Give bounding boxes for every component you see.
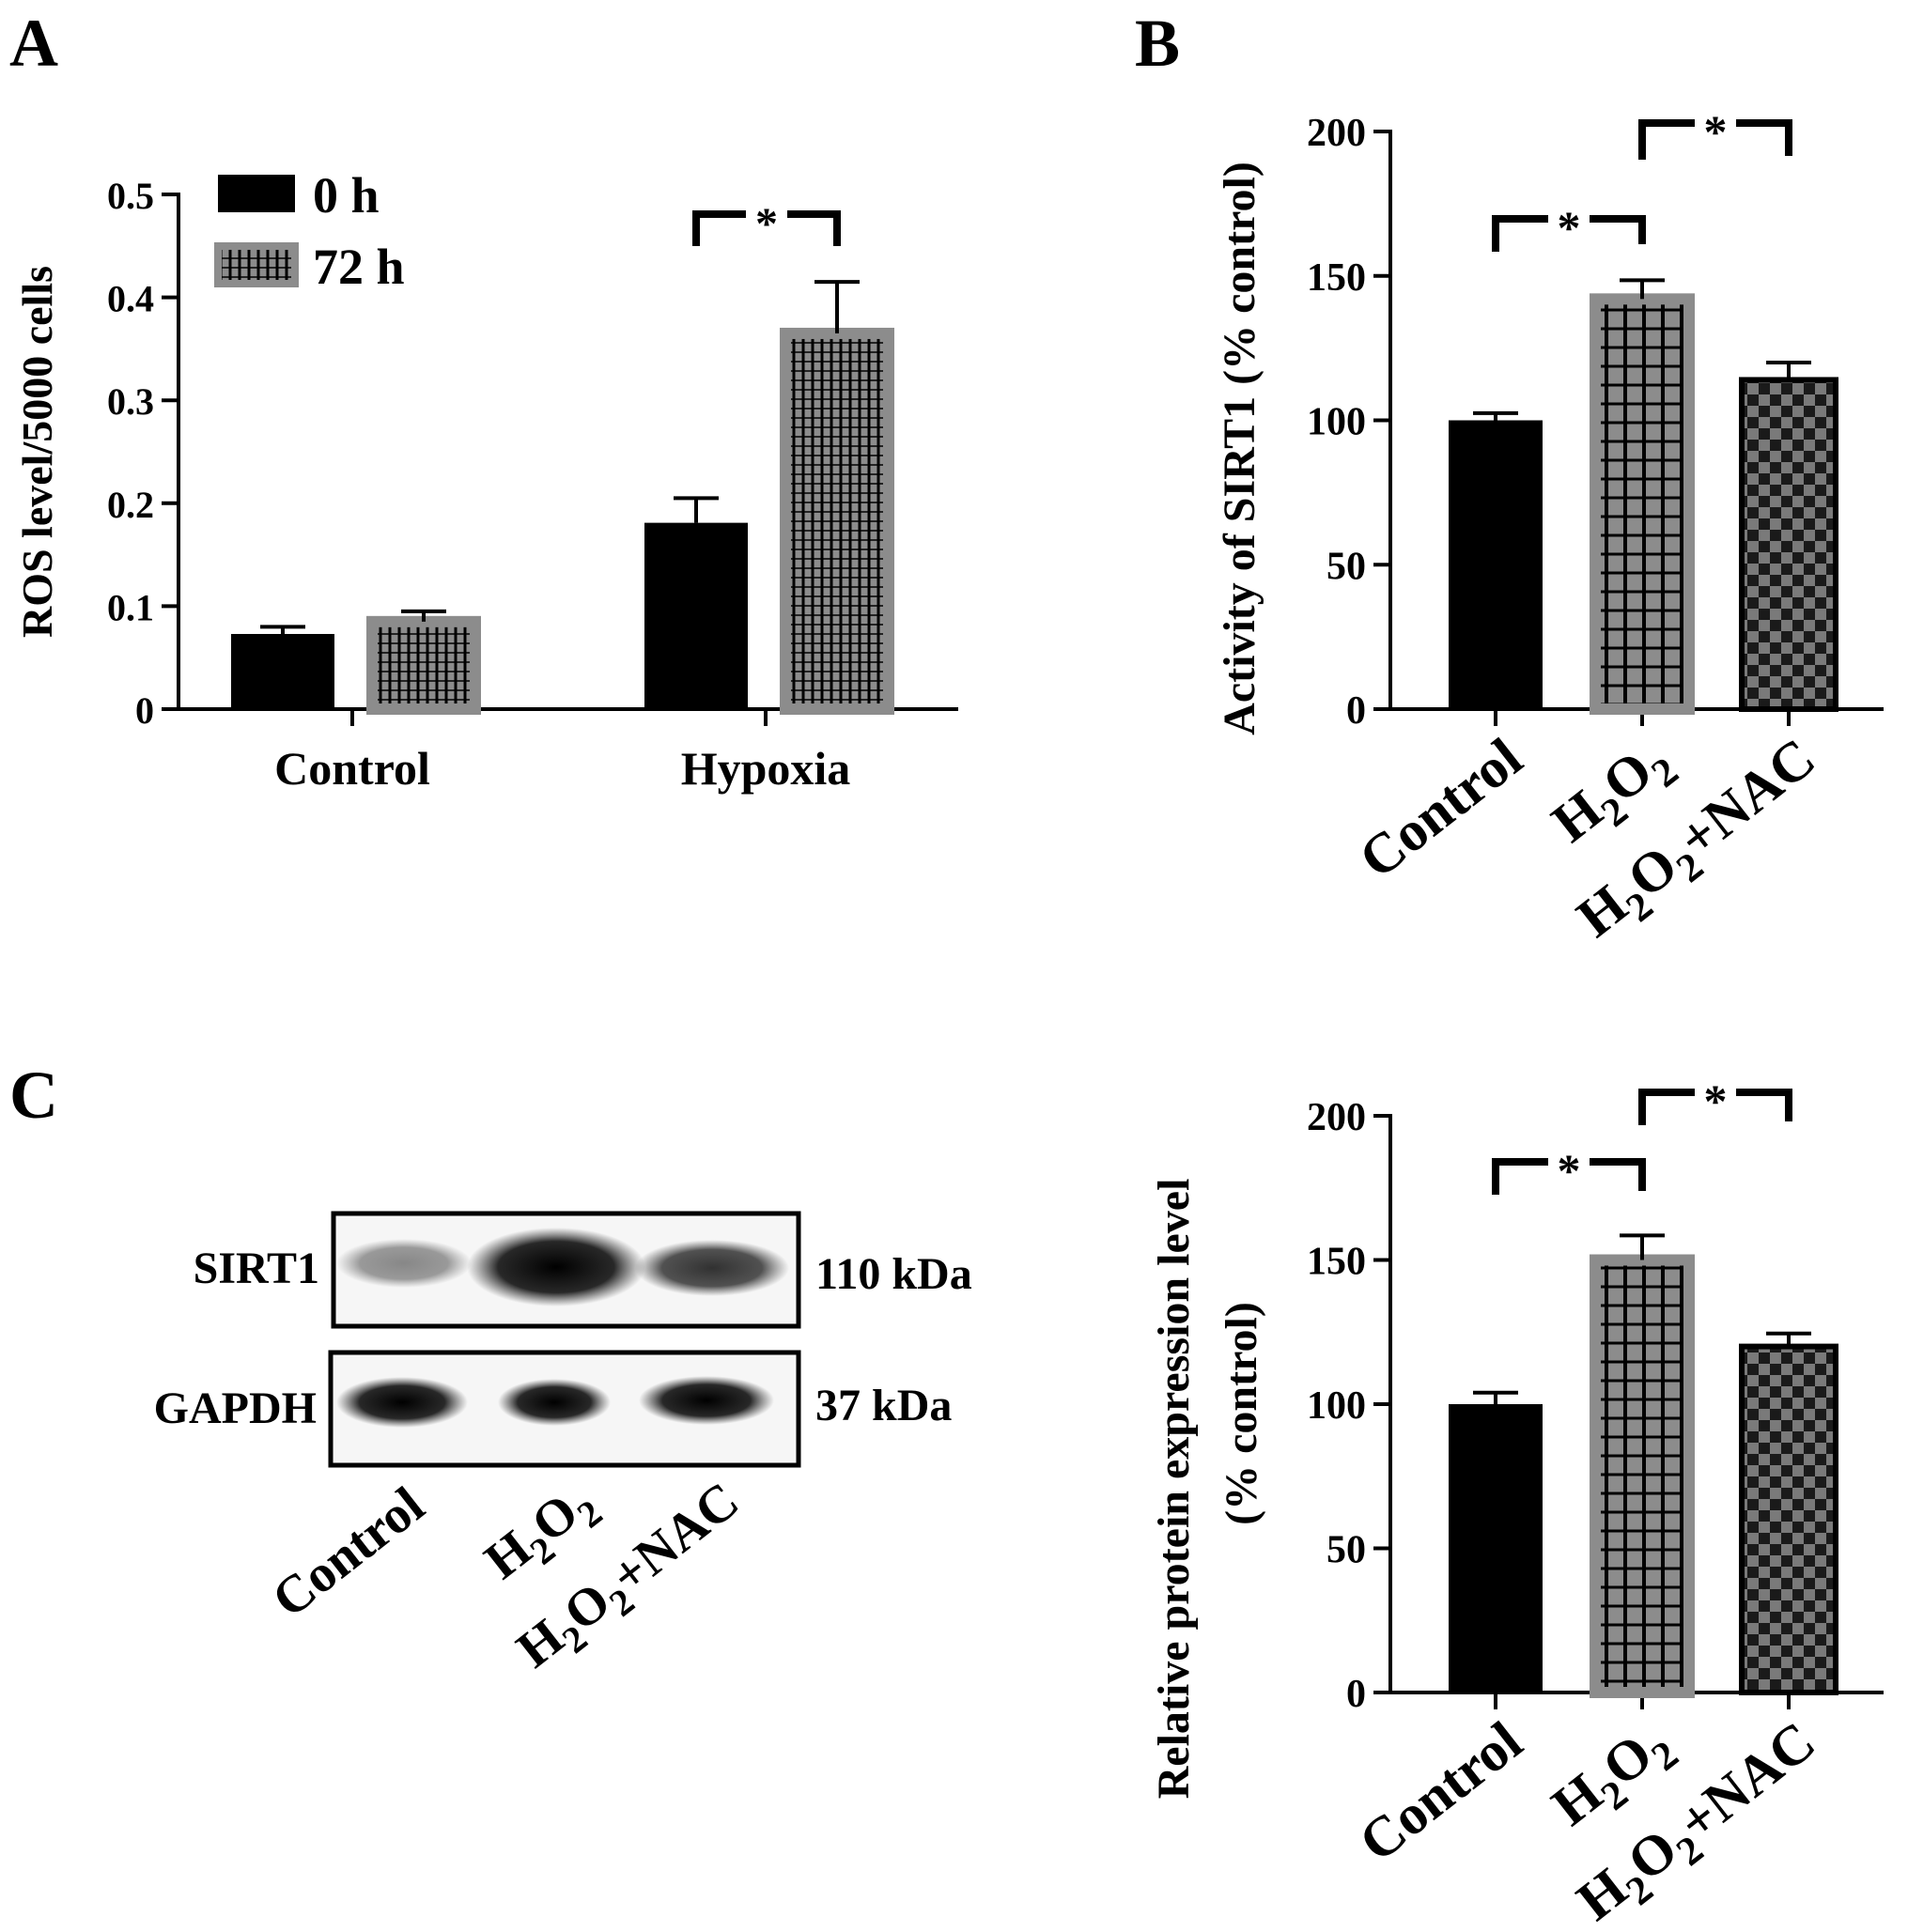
bar-hypoxia-72-h (780, 327, 894, 715)
western-blot: SIRT1 GAPDH 110 kDa 37 kDa Control H2O2 … (154, 1211, 972, 1687)
band-sirt1-control (336, 1239, 472, 1288)
bar-control-0-h (231, 633, 334, 709)
significance-b-control-vs-h2o2-right (1590, 215, 1646, 244)
x-tick-label-hypoxia: Hypoxia (681, 742, 851, 795)
legend-swatch-72-h (214, 242, 299, 287)
significance-c-control-vs-h2o2-left (1492, 1158, 1548, 1195)
bar-control-72-h (366, 615, 481, 716)
significance-c-control-vs-h2o2-right (1590, 1158, 1646, 1191)
band-gapdh-h2o2-nac (639, 1376, 774, 1425)
chart-a: 0 0.1 0.2 0.3 0.4 0.5 ROS level/5000 cells Cont… (13, 167, 958, 795)
y-tick-label-A: 0.1 (107, 586, 154, 628)
significance-b-control-vs-h2o2-left (1492, 215, 1548, 252)
significance-b-control-vs-h2o2-star: * (1558, 201, 1581, 254)
y-tick-label-B: 50 (1326, 545, 1366, 588)
band-gapdh-h2o2 (498, 1379, 611, 1426)
significance-b-h2o2-vs-nac-right (1736, 119, 1792, 156)
x-tick-label-control: Control (274, 742, 430, 795)
x-tick-label-b-h2o2: H2O2 (1541, 726, 1686, 862)
y-tick-label-C: 200 (1307, 1096, 1366, 1139)
y-tick-label-C: 100 (1307, 1384, 1366, 1428)
y-tick-label-A: 0.2 (107, 484, 154, 526)
significance-a-right (787, 210, 841, 246)
panel-letter-c: C (9, 1058, 58, 1133)
bar-b-control (1449, 420, 1543, 709)
bar-b-h2o2 (1590, 293, 1695, 715)
legend-label-0-h: 0 h (313, 167, 380, 224)
band-sirt1-h2o2 (467, 1228, 645, 1306)
y-tick-label-B: 100 (1307, 401, 1366, 444)
legend-swatch-0-h (218, 175, 295, 212)
bar-b-h2o2-nac (1739, 377, 1838, 712)
significance-c-h2o2-vs-nac-left (1638, 1089, 1695, 1125)
significance-b-h2o2-vs-nac-left (1638, 119, 1695, 160)
panel-letter-a: A (9, 6, 58, 81)
y-tick-label-C: 0 (1346, 1673, 1366, 1716)
blot-label-sirt1: SIRT1 (194, 1244, 319, 1293)
x-tick-label-c-h2o2: H2O2 (1541, 1709, 1686, 1846)
y-axis-label-b: Activity of SIRT1 (% control) (1215, 162, 1264, 735)
blot-size-gapdh: 37 kDa (815, 1381, 952, 1430)
legend-label-72-h: 72 h (313, 239, 405, 295)
x-tick-label-c-control: Control (1348, 1709, 1533, 1873)
y-tick-label-B: 150 (1307, 256, 1366, 300)
y-tick-label-B: 0 (1346, 689, 1366, 733)
blot-lane-control: Control (262, 1476, 435, 1629)
band-gapdh-control (336, 1377, 468, 1428)
y-tick-label-B: 200 (1307, 112, 1366, 155)
significance-c-control-vs-h2o2-star: * (1558, 1144, 1581, 1197)
significance-c-h2o2-vs-nac-star: * (1704, 1074, 1728, 1127)
y-tick-label-A: 0 (135, 689, 154, 732)
significance-c-h2o2-vs-nac-right (1736, 1089, 1792, 1121)
blot-label-gapdh: GAPDH (154, 1383, 317, 1433)
bar-c-h2o2 (1590, 1254, 1695, 1698)
bar-hypoxia-0-h (644, 522, 748, 709)
x-tick-label-b-control: Control (1348, 726, 1533, 889)
y-axis-label-a: ROS level/5000 cells (13, 266, 61, 638)
significance-b-h2o2-vs-nac-star: * (1704, 105, 1728, 158)
bar-c-h2o2-nac (1739, 1343, 1838, 1695)
band-sirt1-h2o2-nac (635, 1240, 789, 1296)
significance-a-left (692, 210, 746, 246)
y-tick-label-C: 150 (1307, 1241, 1366, 1284)
y-axis-label-c-line2: (% control) (1217, 1302, 1266, 1525)
blot-size-sirt1: 110 kDa (815, 1249, 972, 1299)
y-tick-label-A: 0.3 (107, 380, 154, 423)
y-tick-label-C: 50 (1326, 1529, 1366, 1572)
y-tick-label-A: 0.5 (107, 175, 154, 217)
y-axis-label-c: Relative protein expression level (1149, 1179, 1199, 1800)
bar-c-control (1449, 1404, 1543, 1692)
panel-letter-b: B (1135, 6, 1181, 81)
y-tick-label-A: 0.4 (107, 278, 154, 320)
significance-a-star: * (755, 199, 778, 249)
